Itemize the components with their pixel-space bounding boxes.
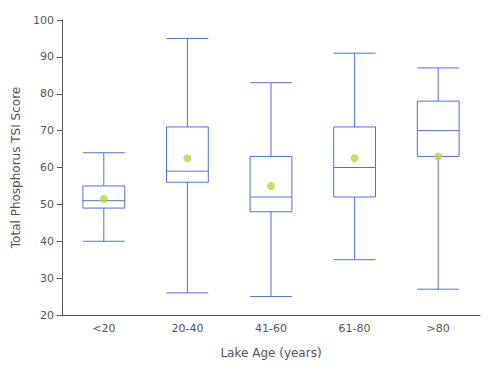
svg-text:61-80: 61-80	[339, 322, 371, 335]
svg-text:80: 80	[40, 87, 54, 100]
svg-text:90: 90	[40, 50, 54, 63]
svg-text:20-40: 20-40	[171, 322, 203, 335]
svg-text:41-60: 41-60	[255, 322, 287, 335]
svg-text:Total Phosphorus TSI Score: Total Phosphorus TSI Score	[9, 87, 23, 249]
svg-text:40: 40	[40, 235, 54, 248]
svg-text:20: 20	[40, 309, 54, 322]
svg-text:>80: >80	[427, 322, 450, 335]
svg-text:70: 70	[40, 124, 54, 137]
svg-text:100: 100	[33, 14, 54, 27]
svg-text:50: 50	[40, 198, 54, 211]
svg-text:30: 30	[40, 272, 54, 285]
svg-text:60: 60	[40, 161, 54, 174]
svg-text:Lake Age (years): Lake Age (years)	[220, 346, 321, 360]
svg-text:<20: <20	[92, 322, 115, 335]
